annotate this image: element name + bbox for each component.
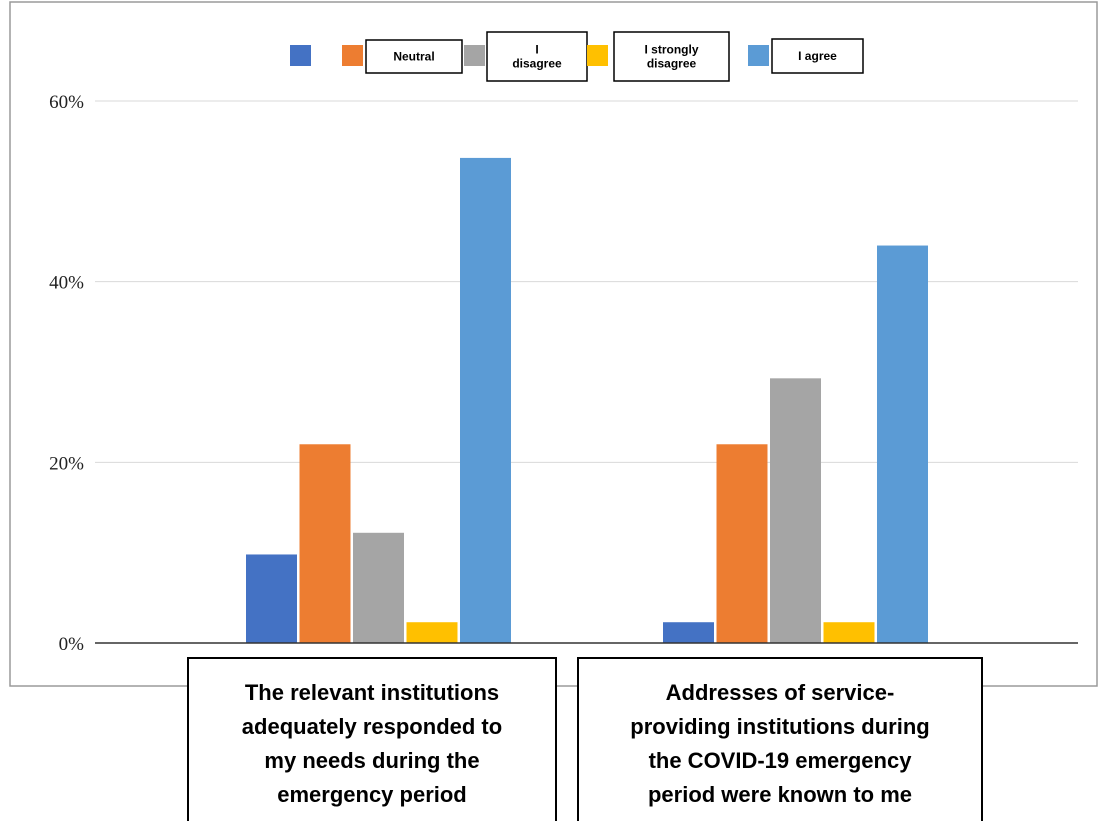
category-label: period were known to me	[648, 782, 912, 807]
legend-label: Neutral	[393, 50, 434, 64]
legend-label: I strongly	[644, 43, 698, 57]
legend-swatch	[748, 45, 769, 66]
legend-swatch	[342, 45, 363, 66]
bar	[663, 622, 714, 643]
category-label: my needs during the	[264, 748, 479, 773]
legend-label: I	[535, 43, 538, 57]
category-label-box	[577, 657, 983, 821]
chart-border	[9, 1, 1098, 687]
bar	[823, 622, 875, 643]
category-label: emergency period	[277, 782, 467, 807]
legend-label: disagree	[647, 57, 697, 71]
category-label: the COVID-19 emergency	[649, 748, 913, 773]
y-tick-label: 60%	[49, 92, 84, 113]
legend-label: disagree	[512, 57, 562, 71]
bar	[716, 444, 768, 643]
legend-swatch	[464, 45, 485, 66]
bar	[353, 532, 404, 643]
legend-label-box	[771, 38, 864, 74]
legend-label-box	[365, 39, 463, 74]
y-tick-label: 0%	[59, 634, 85, 655]
bar	[460, 157, 511, 643]
y-axis-ticks: 0% 20% 40% 60%	[49, 92, 84, 655]
bars	[246, 157, 928, 644]
category-labels: The relevant institutions adequately resp…	[187, 657, 983, 821]
y-tick-label: 20%	[49, 453, 84, 474]
bar	[877, 245, 928, 644]
legend-swatch	[587, 45, 608, 66]
bar	[770, 378, 821, 643]
bar	[406, 622, 458, 643]
category-label: providing institutions during	[630, 714, 929, 739]
legend-label: I agree	[798, 49, 837, 63]
category-label: Addresses of service-	[666, 680, 895, 705]
category-label: The relevant institutions	[245, 680, 499, 705]
legend-swatch	[290, 45, 311, 66]
bar	[246, 554, 297, 643]
category-label: adequately responded to	[242, 714, 502, 739]
bar	[299, 444, 351, 643]
category-label-box	[187, 657, 557, 821]
legend-label-box	[486, 31, 588, 82]
legend-label-box	[613, 31, 730, 82]
y-tick-label: 40%	[49, 273, 84, 294]
